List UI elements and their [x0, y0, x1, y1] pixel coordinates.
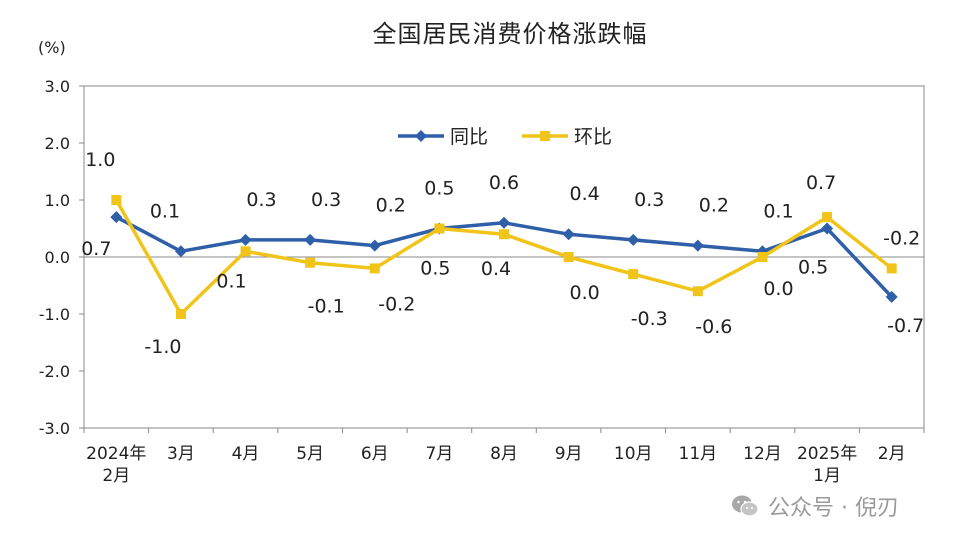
- data-label: 1.0: [85, 149, 115, 171]
- data-point: [499, 229, 509, 240]
- y-axis-unit: (%): [38, 38, 66, 57]
- data-point: [305, 257, 316, 268]
- data-label: 0.1: [150, 200, 180, 222]
- x-tick-label: 5月: [296, 444, 324, 464]
- y-tick-label: 2.0: [45, 134, 70, 153]
- x-tick-label: 2月: [878, 444, 906, 464]
- data-label: 0.3: [634, 189, 664, 211]
- legend-marker: [415, 130, 427, 142]
- data-point: [174, 245, 187, 258]
- watermark: 公众号 · 倪刃: [730, 488, 899, 524]
- data-label: 0.0: [570, 282, 600, 304]
- x-tick-label: 2024年: [86, 444, 146, 464]
- x-tick-label: 1月: [813, 466, 841, 486]
- chart-title: 全国居民消费价格涨跌幅: [372, 20, 648, 48]
- x-tick-label: 9月: [555, 444, 583, 464]
- data-point: [175, 309, 186, 319]
- data-label: 0.7: [81, 238, 111, 260]
- y-tick-label: 1.0: [45, 191, 70, 210]
- data-point: [110, 211, 123, 224]
- data-point: [239, 233, 252, 246]
- data-label: 0.4: [481, 258, 511, 280]
- data-label: -1.0: [144, 336, 181, 358]
- x-tick-label: 8月: [490, 444, 518, 464]
- y-tick-label: 3.0: [45, 77, 70, 96]
- data-label: -0.7: [887, 315, 924, 337]
- data-point: [886, 263, 897, 274]
- data-point: [628, 269, 639, 280]
- x-tick-label: 4月: [232, 444, 260, 464]
- data-label: -0.3: [631, 308, 668, 330]
- data-label: 0.4: [570, 183, 600, 205]
- x-tick-label: 11月: [679, 444, 718, 464]
- data-label: 0.1: [216, 270, 246, 292]
- data-point: [885, 290, 898, 303]
- data-point: [369, 263, 380, 274]
- data-point: [111, 195, 122, 205]
- data-point: [692, 286, 703, 297]
- data-label: 0.2: [376, 195, 406, 217]
- x-tick-label: 2月: [102, 466, 130, 486]
- data-point: [562, 228, 575, 241]
- x-tick-label: 3月: [167, 444, 195, 464]
- y-tick-label: -2.0: [39, 362, 70, 381]
- legend-label: 环比: [574, 126, 612, 148]
- data-point: [691, 239, 704, 252]
- data-point: [627, 233, 640, 246]
- data-label: 0.0: [763, 278, 793, 300]
- data-point: [821, 222, 834, 235]
- data-label: -0.2: [883, 227, 920, 249]
- legend-marker: [540, 131, 550, 141]
- y-tick-label: 0.0: [45, 248, 70, 267]
- data-label: 0.1: [763, 200, 793, 222]
- data-label: 0.5: [420, 258, 450, 280]
- x-tick-label: 2025年: [797, 444, 857, 464]
- data-label: -0.1: [308, 296, 345, 318]
- data-label: -0.2: [378, 293, 415, 315]
- data-point: [304, 233, 317, 246]
- data-label: 0.5: [424, 178, 454, 200]
- data-point: [498, 216, 510, 229]
- wechat-icon: [732, 495, 759, 517]
- watermark-text: 公众号 · 倪刃: [768, 496, 899, 521]
- data-point: [757, 252, 768, 262]
- x-tick-label: 7月: [425, 444, 453, 464]
- data-label: 0.5: [798, 257, 828, 279]
- data-point: [368, 239, 381, 252]
- data-point: [563, 252, 574, 262]
- data-label: 0.3: [246, 189, 276, 211]
- data-label: -0.6: [695, 316, 732, 338]
- legend-label: 同比: [450, 126, 488, 148]
- data-label: 0.6: [489, 172, 519, 194]
- data-label: 0.3: [311, 189, 341, 211]
- y-tick-label: -3.0: [39, 419, 70, 438]
- data-point: [434, 223, 445, 234]
- data-label: 0.2: [699, 195, 729, 217]
- x-tick-label: 10月: [614, 444, 653, 464]
- data-label: 0.7: [806, 172, 836, 194]
- y-tick-label: -1.0: [39, 305, 70, 324]
- x-tick-label: 6月: [361, 444, 389, 464]
- x-tick-label: 12月: [743, 444, 782, 464]
- data-point: [240, 246, 251, 257]
- data-point: [822, 212, 833, 223]
